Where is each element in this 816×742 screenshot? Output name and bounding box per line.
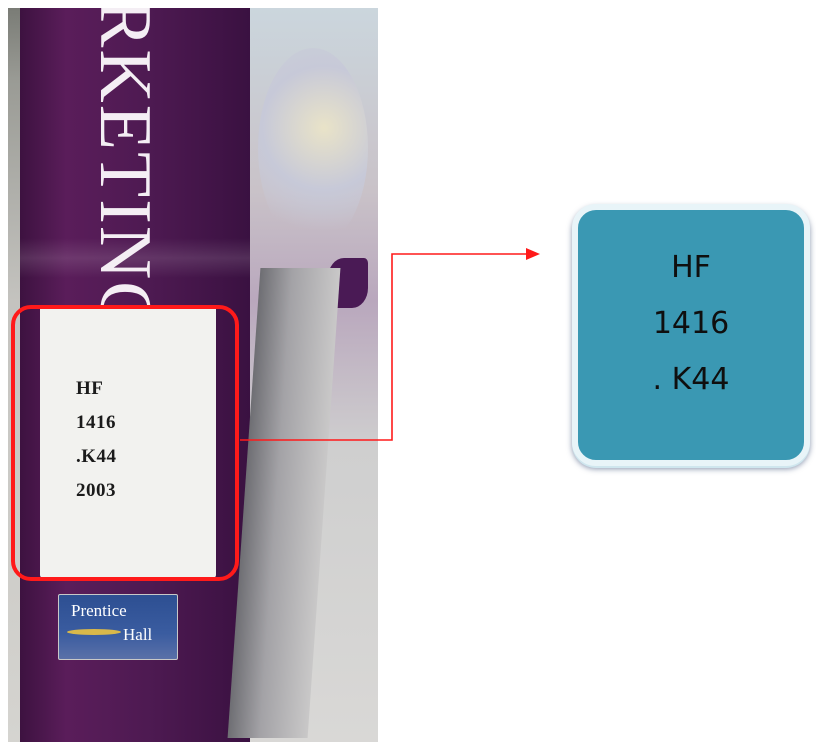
spine-title: RKETING (84, 8, 166, 337)
call-number-line: 2003 (76, 480, 116, 501)
call-number-line: .K44 (76, 446, 117, 467)
call-number-line: 1416 (76, 412, 116, 433)
arrowhead-icon (526, 248, 540, 260)
zoom-callout-line: HF (671, 250, 711, 285)
publisher-logo-text: Hall (123, 625, 153, 644)
call-number-line: HF (76, 378, 104, 399)
zoom-callout-line: . K44 (652, 362, 730, 397)
book-spine-photo: RKETING HF 1416 .K44 2003 Prentice Hall (8, 8, 378, 742)
connector-line (240, 253, 528, 441)
publisher-logo: Prentice Hall (58, 594, 178, 660)
publisher-logo-text: Prentice (71, 601, 127, 620)
zoom-callout: HF 1416 . K44 (572, 204, 810, 466)
cover-artwork (258, 48, 368, 248)
highlight-box (11, 305, 239, 581)
zoom-callout-line: 1416 (652, 306, 730, 341)
call-number-label (40, 306, 216, 578)
publisher-logo-swoosh (67, 629, 121, 635)
spine-shine (20, 238, 250, 278)
